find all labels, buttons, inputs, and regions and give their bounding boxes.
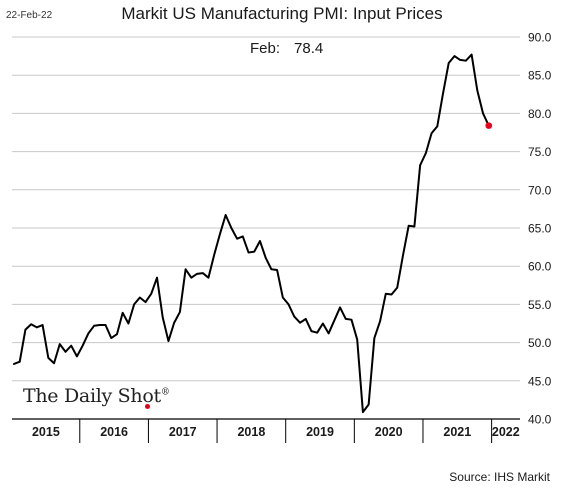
y-tick-label: 60.0 (528, 260, 552, 274)
y-tick-label: 85.0 (528, 69, 552, 83)
y-tick-label: 50.0 (528, 336, 552, 350)
y-tick-label: 75.0 (528, 145, 552, 159)
x-tick-label-year: 2021 (443, 425, 471, 439)
x-tick-label-year: 2019 (306, 425, 334, 439)
chart-title: Markit US Manufacturing PMI: Input Price… (121, 4, 443, 23)
registered-mark: ® (160, 387, 170, 398)
y-tick-label: 45.0 (528, 374, 552, 388)
x-tick-label-year: 2022 (492, 425, 520, 439)
y-tick-label: 65.0 (528, 222, 552, 236)
gridlines (12, 36, 520, 382)
date-stamp: 22-Feb-22 (6, 10, 53, 21)
y-tick-label: 90.0 (528, 31, 552, 45)
y-axis-tick-labels: 40.0 45.0 50.0 55.0 60.0 65.0 70.0 75.0 80.0 85.0… (528, 31, 552, 427)
y-tick-label: 70.0 (528, 183, 552, 197)
x-tick-label-year: 2015 (32, 425, 60, 439)
x-tick-label-year: 2017 (169, 425, 197, 439)
y-tick-label: 80.0 (528, 107, 552, 121)
y-tick-label: 55.0 (528, 298, 552, 312)
x-axis: 2015 2016 2017 2018 2019 2020 2021 2022 (12, 418, 520, 443)
source-note: Source: IHS Markit (449, 470, 550, 484)
latest-value: 78.4 (294, 40, 324, 57)
logo-text: The Daily Shot (23, 385, 161, 407)
x-tick-label-year: 2020 (375, 425, 403, 439)
series-line (13, 53, 493, 414)
x-tick-label-year: 2018 (237, 425, 265, 439)
latest-point-marker (485, 122, 493, 129)
pmi-input-prices-line (13, 53, 490, 414)
logo-red-dot (145, 404, 150, 409)
latest-value-callout: Feb: 78.4 (250, 40, 323, 57)
y-tick-label: 40.0 (528, 413, 552, 427)
daily-shot-logo: The Daily Shot® (23, 385, 170, 407)
latest-label: Feb: (250, 40, 281, 57)
x-tick-label-year: 2016 (100, 425, 128, 439)
